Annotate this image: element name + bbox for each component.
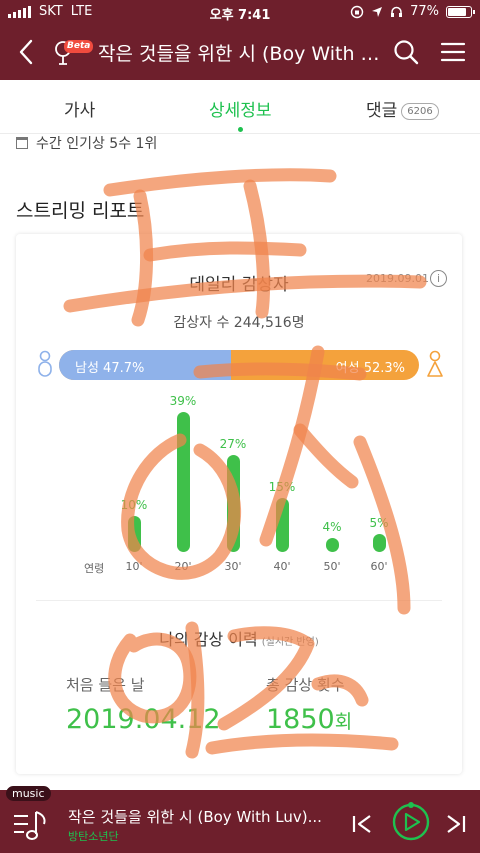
beta-badge: Beta	[64, 40, 94, 53]
age-distribution-chart: 10% 10' 39% 20' 27% 30' 15% 40' 4% 50' 5% 60' 연령	[16, 394, 462, 575]
tab-details[interactable]: 상세정보	[209, 96, 272, 132]
total-plays-number: 1850	[266, 704, 335, 735]
age-bar	[275, 498, 289, 552]
clock: 오후 7:41	[209, 8, 271, 23]
weekly-rank-row: 수간 인기상 5수 1위	[16, 133, 157, 153]
total-plays-unit: 회	[334, 711, 353, 733]
app-header: Beta 작은 것들을 위한 시 (Boy With Luv)	[0, 24, 480, 80]
first-listen-label: 처음 들은 날	[66, 676, 145, 694]
signal-icon	[8, 5, 31, 18]
listener-count: 감상자 수 244,516명	[173, 315, 305, 331]
age-category-label: 20'	[174, 560, 192, 573]
age-bar-value-label: 10%	[120, 498, 148, 513]
age-bar-value-label: 15%	[268, 480, 296, 495]
tab-bar: 가사 상세정보 댓글 6206	[0, 80, 480, 134]
male-icon	[38, 350, 52, 377]
female-ratio-label: 여성 52.3%	[335, 361, 405, 376]
tab-comments-label: 댓글	[366, 101, 398, 121]
song-title: 작은 것들을 위한 시 (Boy With Luv)	[98, 43, 382, 65]
network-label: LTE	[70, 4, 93, 19]
age-category-label: 50'	[323, 560, 341, 573]
streaming-report-card: 데일리 감상자 2019.09.01 i 감상자 수 244,516명 남성 4…	[16, 234, 462, 774]
divider	[36, 600, 442, 601]
total-plays-value: 1850회	[266, 704, 352, 735]
status-bar: SKT LTE 오후 7:41 77%	[0, 0, 480, 24]
age-bar	[325, 537, 339, 552]
now-playing-artist[interactable]: 방탄소년단	[68, 830, 119, 843]
age-bar	[372, 534, 386, 552]
tab-lyrics[interactable]: 가사	[64, 101, 96, 121]
age-bar-value-label: 27%	[219, 437, 247, 452]
mini-player[interactable]: music 작은 것들을 위한 시 (Boy With Luv)... 방탄소년…	[0, 786, 480, 853]
play-icon[interactable]	[391, 802, 431, 842]
playlist-icon[interactable]	[12, 808, 50, 842]
hamburger-menu-icon[interactable]	[440, 40, 466, 64]
next-icon[interactable]	[444, 812, 468, 836]
first-listen-date: 2019.04.12	[66, 704, 221, 735]
previous-icon[interactable]	[350, 812, 374, 836]
history-subtitle: (실시간 반영)	[261, 637, 319, 648]
info-icon[interactable]: i	[430, 270, 447, 287]
age-category-label: 30'	[224, 560, 242, 573]
age-bar-value-label: 4%	[322, 519, 342, 534]
female-icon	[427, 350, 443, 377]
orientation-lock-icon	[350, 5, 364, 18]
age-bar	[226, 455, 240, 552]
location-icon	[372, 6, 383, 17]
total-plays-label: 총 감상 횟수	[266, 676, 345, 694]
headphones-icon	[391, 6, 403, 17]
tab-comments[interactable]: 댓글 6206	[366, 96, 439, 121]
comment-count-badge: 6206	[401, 103, 439, 120]
section-title: 스트리밍 리포트	[16, 200, 145, 222]
age-category-label: 10'	[125, 560, 143, 573]
weekly-rank-text: 수간 인기상 5수 1위	[36, 136, 158, 152]
history-title-text: 나의 감상 이력	[159, 630, 258, 649]
listening-history-title: 나의 감상 이력 (실시간 반영)	[16, 626, 462, 650]
age-category-label: 40'	[273, 560, 291, 573]
age-bar-value-label: 39%	[169, 394, 197, 408]
report-date: 2019.09.01	[366, 272, 429, 285]
age-bar-value-label: 5%	[369, 516, 389, 531]
battery-icon	[446, 5, 475, 18]
gender-ratio-bar: 남성 47.7% 여성 52.3%	[59, 350, 419, 380]
male-ratio-label: 남성 47.7%	[75, 361, 145, 376]
search-icon[interactable]	[392, 38, 420, 66]
age-bar	[176, 412, 190, 552]
age-category-label: 60'	[370, 560, 388, 573]
age-bar	[127, 516, 141, 552]
calendar-icon	[16, 137, 28, 149]
carrier-label: SKT	[39, 4, 63, 19]
battery-percent: 77%	[410, 4, 439, 19]
now-playing-title[interactable]: 작은 것들을 위한 시 (Boy With Luv)...	[68, 808, 322, 826]
back-arrow-icon[interactable]	[12, 36, 42, 68]
music-chip[interactable]: music	[6, 786, 51, 801]
age-axis-title: 연령	[84, 562, 105, 575]
